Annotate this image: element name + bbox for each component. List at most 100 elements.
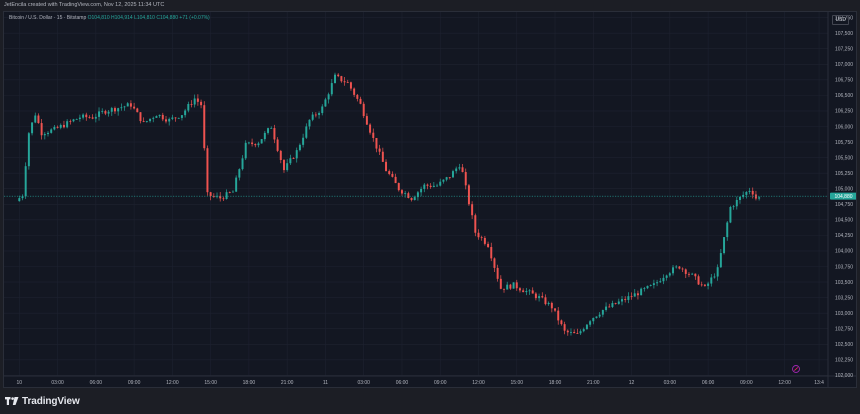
candle-body (120, 107, 123, 109)
candle-body (257, 143, 260, 146)
candle-body (327, 94, 330, 100)
candle-body (203, 105, 206, 149)
candle-body (726, 222, 729, 238)
candle-body (480, 237, 483, 239)
candle-body (420, 188, 423, 193)
candle-body (694, 273, 697, 277)
candle-body (334, 74, 336, 84)
candle-body (174, 117, 177, 119)
candle-body (566, 330, 569, 333)
candle-body (503, 288, 506, 290)
time-tick-label: 10 (17, 380, 23, 386)
candle-body (550, 302, 553, 309)
time-tick-label: 12 (629, 380, 635, 386)
candle-body (31, 122, 34, 134)
candle-body (110, 108, 113, 112)
candle-body (684, 269, 687, 274)
candle-body (72, 119, 75, 122)
candle-body (407, 193, 410, 199)
time-tick-label: 09:00 (740, 380, 753, 386)
candle-body (452, 171, 454, 178)
candle-body (34, 115, 37, 123)
candle-body (518, 288, 521, 291)
candle-body (474, 215, 477, 233)
time-tick-label: 21:00 (587, 380, 600, 386)
candle-body (432, 185, 435, 187)
time-tick-label: 03:00 (51, 380, 64, 386)
candle-body (82, 114, 85, 118)
candle-body (18, 198, 21, 202)
candle-body (563, 324, 566, 331)
currency-badge[interactable]: USD (832, 15, 849, 25)
time-tick-label: 03:00 (664, 380, 677, 386)
candle-body (665, 275, 668, 278)
price-tick-label: 107,250 (835, 47, 853, 53)
candle-body (47, 132, 49, 135)
candle-body (528, 290, 531, 292)
candle-body (129, 103, 132, 107)
candle-body (592, 317, 595, 322)
candle-body (490, 247, 493, 259)
candle-body (369, 124, 372, 133)
price-tick-label: 105,250 (835, 171, 853, 177)
candle-body (687, 273, 690, 275)
candle-body (426, 184, 429, 186)
candle-body (754, 194, 757, 199)
candlestick-chart[interactable]: 107,750 107,500 107,250 107,000 106,750 106,5… (4, 12, 857, 388)
candle-body (94, 116, 97, 119)
chart-panel[interactable]: 107,750 107,500 107,250 107,000 106,750 106,5… (3, 11, 857, 388)
candle-body (391, 173, 394, 177)
candle-body (375, 137, 378, 149)
candle-body (104, 111, 107, 114)
candle-body (633, 293, 636, 297)
candle-body (126, 103, 129, 107)
candle-body (343, 81, 346, 83)
candle-body (298, 144, 301, 151)
price-tick-label: 103,250 (835, 295, 853, 301)
candle-body (458, 167, 461, 169)
tradingview-logo-icon (5, 397, 19, 405)
candle-body (576, 333, 579, 334)
candle-body (538, 296, 541, 299)
candle-body (681, 268, 684, 270)
candle-body (410, 198, 413, 201)
time-tick-label: 12:00 (166, 380, 179, 386)
footer-bar: TradingView (0, 390, 860, 414)
candle-body (66, 121, 69, 128)
candle-body (78, 117, 81, 119)
price-tick-label: 107,000 (835, 62, 853, 68)
candle-body (340, 76, 343, 82)
candle-body (547, 302, 550, 305)
candle-body (394, 176, 397, 184)
candle-body (56, 126, 59, 128)
candle-body (91, 117, 94, 119)
candle-body (365, 116, 368, 125)
candle-body (493, 258, 496, 268)
candle-body (385, 161, 388, 172)
candle-body (710, 277, 713, 284)
candle-body (88, 117, 91, 118)
candle-body (579, 331, 582, 334)
time-tick-label: 18:00 (243, 380, 256, 386)
price-tick-label: 105,500 (835, 155, 853, 161)
time-tick-label: 11 (323, 380, 328, 386)
candle-body (429, 185, 432, 187)
symbol-legend: Bitcoin / U.S. Dollar · 15 · Bitstamp O1… (9, 15, 210, 21)
candle-body (75, 118, 78, 120)
candle-body (585, 324, 588, 330)
tradingview-logo[interactable]: TradingView (5, 396, 80, 407)
time-tick-label: 15:00 (204, 380, 217, 386)
candle-body (617, 301, 620, 304)
candle-body (397, 183, 400, 191)
candle-body (388, 171, 391, 174)
candle-body (662, 277, 665, 282)
candle-body (295, 150, 298, 159)
candle-body (646, 285, 649, 289)
candle-body (273, 128, 276, 140)
candle-body (691, 273, 694, 275)
candle-body (605, 306, 608, 310)
symbol-title: Bitcoin / U.S. Dollar · 15 · Bitstamp (9, 15, 87, 21)
candle-body (649, 285, 652, 286)
candle-body (573, 331, 576, 334)
candle-body (404, 193, 407, 194)
